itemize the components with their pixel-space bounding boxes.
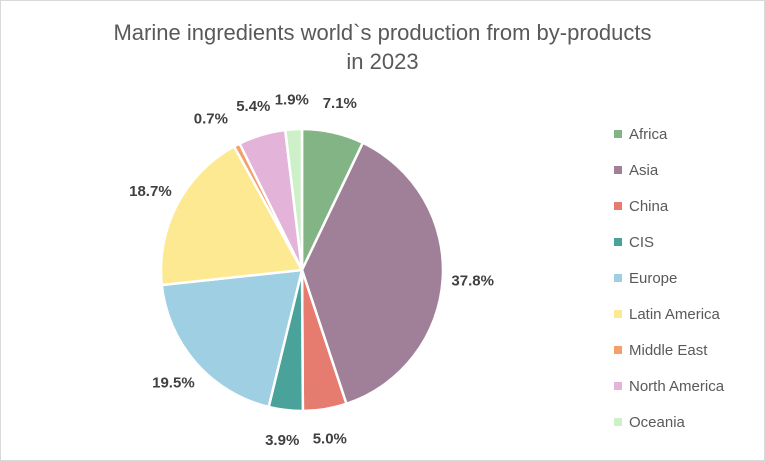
data-label-north-america: 5.4%: [236, 98, 270, 115]
pie-slice-asia: [300, 141, 445, 406]
legend-item-africa: Africa: [614, 116, 764, 152]
data-label-europe: 19.5%: [152, 375, 195, 392]
legend-swatch: [614, 166, 622, 174]
legend-item-china: China: [614, 188, 764, 224]
legend-label: Asia: [629, 161, 659, 179]
chart-title: Marine ingredients world`s production fr…: [0, 18, 765, 76]
pie-slice-oceania: [283, 127, 304, 272]
legend-label: Africa: [629, 125, 668, 143]
legend-label: North America: [629, 377, 725, 395]
legend-item-europe: Europe: [614, 260, 764, 296]
legend-item-asia: Asia: [614, 152, 764, 188]
pie-slice-latin-america: [159, 145, 304, 287]
legend-item-latin-america: Latin America: [614, 296, 764, 332]
legend-swatch: [614, 346, 622, 354]
data-label-cis: 3.9%: [265, 432, 299, 449]
pie-data-labels: 7.1% 37.8% 5.0% 3.9% 19.5% 18.7% 0.7% 5.4% 1.9%: [129, 91, 494, 449]
legend-label: Latin America: [629, 305, 720, 323]
legend-label: Middle East: [629, 341, 708, 359]
chart-legend: Africa Asia China CIS Europe Latin America Mid…: [614, 116, 764, 440]
legend-swatch: [614, 238, 622, 246]
legend-swatch: [614, 202, 622, 210]
legend-swatch: [614, 274, 622, 282]
data-label-asia: 37.8%: [451, 273, 494, 290]
legend-swatch: [614, 310, 622, 318]
legend-item-middle-east: Middle East: [614, 332, 764, 368]
legend-label: Europe: [629, 269, 678, 287]
legend-label: China: [629, 197, 669, 215]
chart-title-line-2: in 2023: [346, 49, 419, 74]
pie-slices: [159, 127, 445, 413]
data-label-oceania: 1.9%: [275, 91, 309, 108]
legend-swatch: [614, 418, 622, 426]
legend-swatch: [614, 130, 622, 138]
legend-item-cis: CIS: [614, 224, 764, 260]
chart-title-line-1: Marine ingredients world`s production fr…: [113, 20, 652, 45]
data-label-middle-east: 0.7%: [194, 110, 228, 127]
legend-label: CIS: [629, 233, 655, 251]
legend-swatch: [614, 382, 622, 390]
legend-item-north-america: North America: [614, 368, 764, 404]
data-label-latin-america: 18.7%: [129, 183, 172, 200]
legend-label: Oceania: [629, 413, 685, 431]
legend-item-oceania: Oceania: [614, 404, 764, 440]
data-label-china: 5.0%: [313, 431, 347, 448]
data-label-africa: 7.1%: [323, 95, 357, 112]
pie-slice-europe: [160, 268, 304, 409]
